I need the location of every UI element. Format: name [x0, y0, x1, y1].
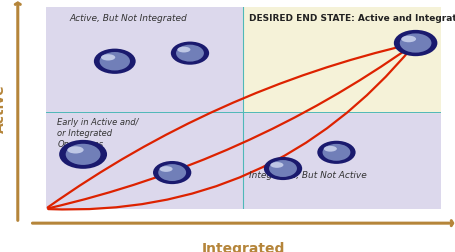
- Ellipse shape: [160, 166, 172, 172]
- Ellipse shape: [158, 165, 186, 181]
- Ellipse shape: [101, 55, 115, 61]
- Ellipse shape: [171, 42, 209, 66]
- Ellipse shape: [264, 157, 302, 180]
- Ellipse shape: [324, 146, 337, 152]
- Ellipse shape: [269, 161, 297, 177]
- Text: Early in Active and/
or Integrated
Operations: Early in Active and/ or Integrated Opera…: [57, 117, 139, 148]
- Bar: [46, 8, 243, 112]
- Ellipse shape: [67, 147, 84, 154]
- Ellipse shape: [66, 144, 101, 165]
- Text: DESIRED END STATE: Active and Integrated: DESIRED END STATE: Active and Integrated: [249, 14, 455, 23]
- Ellipse shape: [176, 46, 204, 62]
- Ellipse shape: [270, 162, 283, 168]
- Ellipse shape: [401, 37, 416, 43]
- Text: Integrated: Integrated: [202, 241, 285, 252]
- Bar: [46, 112, 243, 209]
- Ellipse shape: [100, 53, 130, 71]
- Ellipse shape: [323, 144, 350, 161]
- Ellipse shape: [177, 47, 191, 53]
- Ellipse shape: [59, 140, 107, 169]
- Ellipse shape: [317, 141, 356, 164]
- Ellipse shape: [153, 161, 192, 184]
- Bar: [243, 8, 441, 112]
- Ellipse shape: [400, 34, 431, 53]
- Text: Active, But Not Integrated: Active, But Not Integrated: [69, 14, 187, 23]
- Ellipse shape: [394, 31, 437, 57]
- Ellipse shape: [94, 49, 136, 75]
- Text: Active: Active: [0, 84, 7, 133]
- Text: Integrated, But Not Active: Integrated, But Not Active: [249, 170, 367, 179]
- Bar: [243, 112, 441, 209]
